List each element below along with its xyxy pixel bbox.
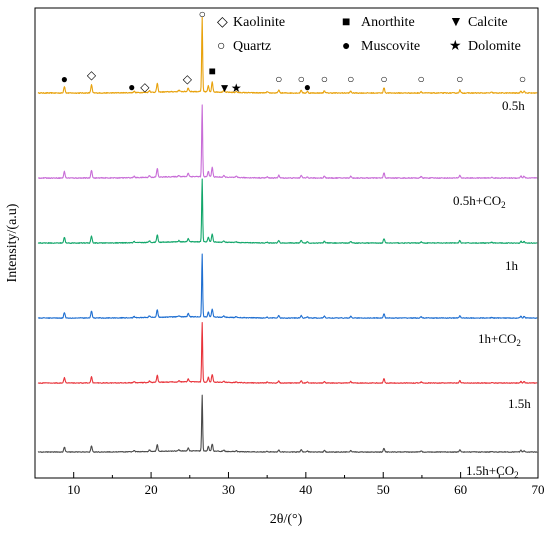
- trace-line-2: [37, 178, 538, 244]
- peak-marker-0: ●: [61, 72, 68, 86]
- legend-symbol-calcite: ▼: [449, 15, 463, 30]
- peak-marker-12: ○: [321, 72, 328, 86]
- trace-label-2: 1h: [505, 258, 519, 273]
- trace-line-1: [37, 104, 538, 179]
- peak-marker-15: ○: [417, 72, 424, 86]
- trace-line-4: [37, 322, 538, 384]
- legend-item-anorthite: ■ Anorthite: [342, 15, 415, 30]
- x-tick-label-20: 20: [145, 482, 158, 497]
- trace-line-5: [37, 394, 538, 453]
- peak-marker-11: ●: [304, 80, 311, 94]
- legend-symbol-quartz: ○: [217, 39, 225, 54]
- legend-label-quartz: Quartz: [233, 39, 271, 54]
- trace-label-subscript-1: 2: [501, 200, 506, 210]
- x-tick-label-50: 50: [377, 482, 390, 497]
- trace-label-5: 1.5h+CO2: [466, 463, 519, 480]
- trace-label-1: 0.5h+CO2: [453, 193, 506, 210]
- plot-frame: [34, 7, 539, 479]
- trace-group: [37, 16, 538, 453]
- legend-label-anorthite: Anorthite: [361, 15, 415, 30]
- peak-marker-7: ▼: [219, 81, 231, 95]
- peak-marker-1: ◇: [87, 68, 97, 82]
- peak-marker-8: ★: [231, 81, 242, 95]
- legend-label-calcite: Calcite: [468, 15, 508, 30]
- legend-symbol-kaolinite: ◇: [217, 15, 228, 30]
- x-tick-label-40: 40: [299, 482, 312, 497]
- legend-symbol-dolomite: ★: [449, 39, 462, 54]
- trace-label-subscript-5: 2: [514, 470, 519, 480]
- peak-marker-6: ■: [209, 64, 216, 78]
- trace-label-subscript-3: 2: [516, 338, 521, 348]
- trace-line-0: [37, 16, 538, 94]
- peak-marker-16: ○: [456, 72, 463, 86]
- peak-marker-group: ● ◇● ◇◇○■▼ ★○ ○●○ ○ ○ ○ ○ ○: [61, 7, 526, 95]
- legend-label-dolomite: Dolomite: [468, 39, 521, 54]
- peak-marker-17: ○: [519, 72, 526, 86]
- peak-marker-4: ◇: [183, 72, 193, 86]
- peak-marker-13: ○: [347, 72, 354, 86]
- legend-label-kaolinite: Kaolinite: [233, 15, 285, 30]
- x-axis-label: 2θ/(°): [270, 512, 303, 527]
- trace-line-3: [37, 253, 538, 319]
- legend-symbol-anorthite: ■: [342, 15, 350, 30]
- legend-label-muscovite: Muscovite: [361, 39, 420, 54]
- peak-marker-2: ●: [128, 80, 135, 94]
- legend-item-quartz: ○ Quartz: [217, 39, 271, 54]
- peak-marker-9: ○: [275, 72, 282, 86]
- legend-item-kaolinite: ◇ Kaolinite: [217, 15, 285, 30]
- x-tick-group: 10 20 30 40 50 60 70: [67, 472, 545, 497]
- legend-item-dolomite: ★ Dolomite: [449, 39, 521, 54]
- peak-marker-14: ○: [380, 72, 387, 86]
- x-tick-label-30: 30: [222, 482, 235, 497]
- legend: ◇ Kaolinite ■ Anorthite ▼ Calcite ○ Quar…: [217, 15, 521, 54]
- trace-label-3: 1h+CO2: [478, 331, 521, 348]
- x-tick-label-70: 70: [532, 482, 545, 497]
- trace-label-group: 0.5h 0.5h+CO2 1h 1h+CO2 1.5h 1.5h+CO2: [453, 98, 531, 480]
- legend-symbol-muscovite: ●: [342, 39, 350, 54]
- trace-label-0: 0.5h: [502, 98, 525, 113]
- legend-item-calcite: ▼ Calcite: [449, 15, 508, 30]
- peak-marker-3: ◇: [140, 80, 150, 94]
- y-axis-label: Intensity/(a.u): [5, 203, 20, 282]
- peak-marker-5: ○: [199, 7, 206, 21]
- trace-label-4: 1.5h: [508, 396, 531, 411]
- x-tick-label-10: 10: [67, 482, 80, 497]
- peak-marker-10: ○: [298, 72, 305, 86]
- legend-item-muscovite: ● Muscovite: [342, 39, 420, 54]
- x-tick-label-60: 60: [454, 482, 467, 497]
